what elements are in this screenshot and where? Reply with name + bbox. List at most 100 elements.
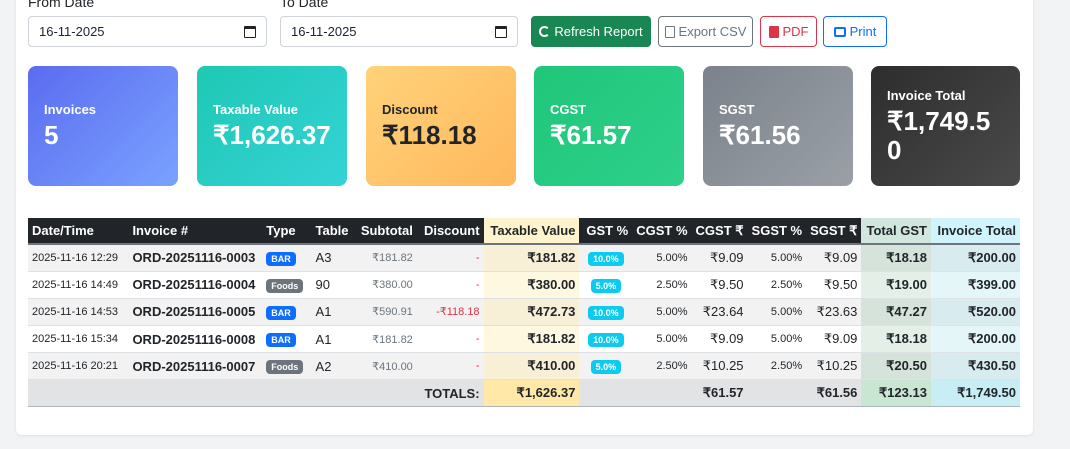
cell-gst: 5.0%: [579, 271, 633, 299]
cell-sgst: ₹9.50: [806, 271, 862, 299]
calendar-icon[interactable]: [495, 25, 507, 38]
pdf-button[interactable]: PDF: [760, 16, 817, 47]
totals-taxable: ₹1,626.37: [483, 379, 580, 408]
cell-invoice-total: ₹200.00: [930, 244, 1020, 272]
cell-invoice: ORD-20251116-0004: [128, 271, 263, 299]
cell-total-gst: ₹19.00: [861, 271, 931, 299]
table-row: 2025-11-16 14:53 ORD-20251116-0005 BAR A…: [28, 298, 1020, 327]
table-header-row: Date/Time Invoice # Type Table Subtotal …: [28, 218, 1020, 245]
type-badge: BAR: [266, 305, 296, 320]
cell-total-gst: ₹47.27: [861, 298, 931, 327]
to-date-input[interactable]: 16-11-2025: [280, 16, 518, 47]
cell-total-gst: ₹20.50: [861, 352, 931, 381]
cell-discount: -: [416, 244, 484, 272]
refresh-report-button[interactable]: Refresh Report: [531, 16, 651, 47]
cell-datetime: 2025-11-16 12:29: [28, 244, 129, 272]
summary-value: ₹118.18: [382, 120, 477, 151]
cell-cgst-pct: 5.00%: [632, 298, 692, 327]
cell-discount: -: [416, 325, 484, 354]
from-date-label: From Date: [28, 0, 95, 10]
cell-cgst-pct: 5.00%: [632, 325, 692, 354]
cell-invoice: ORD-20251116-0007: [128, 352, 263, 381]
print-button[interactable]: Print: [823, 16, 887, 47]
cell-table: A3: [311, 244, 357, 272]
from-date-input[interactable]: 16-11-2025: [28, 16, 267, 47]
export-csv-button[interactable]: Export CSV: [658, 16, 753, 47]
header-total-gst: Total GST: [861, 218, 931, 245]
cell-subtotal: ₹380.00: [356, 271, 417, 299]
summary-value: ₹1,626.37: [213, 120, 331, 151]
cell-cgst-pct: 2.50%: [632, 271, 692, 299]
cell-invoice-total: ₹200.00: [930, 325, 1020, 354]
cell-table: A2: [311, 352, 357, 381]
cell-sgst: ₹23.63: [806, 298, 862, 327]
cell-gst: 10.0%: [579, 298, 633, 327]
summary-value: 5: [44, 120, 59, 151]
cell-type: BAR: [262, 325, 312, 354]
cell-gst: 10.0%: [579, 325, 633, 354]
cell-table: 90: [311, 271, 357, 299]
print-label: Print: [849, 24, 877, 39]
cell-cgst: ₹9.09: [691, 244, 748, 272]
gst-badge: 10.0%: [588, 251, 624, 266]
header-table: Table: [311, 218, 357, 245]
cell-total-gst: ₹18.18: [861, 244, 931, 272]
gst-badge: 10.0%: [588, 333, 624, 348]
summary-value: ₹1,749.50: [887, 105, 991, 165]
to-date-value: 16-11-2025: [291, 24, 357, 39]
header-taxable-value: Taxable Value: [483, 218, 580, 245]
calendar-icon[interactable]: [244, 25, 256, 38]
type-badge: Foods: [266, 278, 304, 293]
cell-invoice-total: ₹399.00: [930, 271, 1020, 299]
cell-cgst: ₹9.50: [691, 271, 748, 299]
summary-tile-invoice-total: Invoice Total ₹1,749.50: [871, 66, 1020, 186]
cell-cgst-pct: 2.50%: [632, 352, 692, 381]
cell-sgst: ₹10.25: [806, 352, 862, 381]
summary-label: CGST: [550, 102, 587, 118]
summary-label: Discount: [382, 102, 438, 118]
file-csv-icon: [664, 25, 675, 38]
cell-type: BAR: [262, 244, 312, 272]
cell-discount: -: [416, 352, 484, 381]
cell-cgst: ₹10.25: [691, 352, 748, 381]
cell-cgst-pct: 5.00%: [632, 244, 692, 272]
gst-report-table: Date/Time Invoice # Type Table Subtotal …: [28, 218, 1020, 408]
cell-subtotal: ₹410.00: [356, 352, 417, 381]
summary-label: SGST: [719, 102, 755, 118]
summary-tile-taxable-value: Taxable Value ₹1,626.37: [197, 66, 347, 186]
cell-type: BAR: [262, 298, 312, 327]
cell-sgst-pct: 2.50%: [747, 271, 807, 299]
summary-label: Invoice Total: [887, 87, 966, 103]
header-type: Type: [262, 218, 312, 245]
cell-type: Foods: [262, 271, 312, 299]
cell-sgst-pct: 2.50%: [747, 352, 807, 381]
refresh-icon: [539, 26, 551, 37]
summary-tile-discount: Discount ₹118.18: [366, 66, 516, 186]
table-row: 2025-11-16 20:21 ORD-20251116-0007 Foods…: [28, 352, 1020, 381]
cell-table: A1: [311, 298, 357, 327]
header-sgst-pct: SGST %: [747, 218, 807, 245]
totals-sgst: ₹61.56: [747, 379, 862, 408]
header-gst-pct: GST %: [579, 218, 633, 245]
file-pdf-icon: [768, 25, 779, 38]
cell-invoice-total: ₹520.00: [930, 298, 1020, 327]
cell-taxable: ₹472.73: [483, 298, 580, 327]
gst-badge: 10.0%: [588, 305, 624, 320]
gst-badge: 5.0%: [590, 360, 622, 375]
header-invoice-total: Invoice Total: [930, 218, 1020, 245]
totals-total-gst: ₹123.13: [861, 379, 931, 408]
to-date-label: To Date: [280, 0, 329, 10]
table-row: 2025-11-16 12:29 ORD-20251116-0003 BAR A…: [28, 244, 1020, 272]
totals-label: TOTALS:: [28, 379, 484, 408]
cell-sgst-pct: 5.00%: [747, 244, 807, 272]
header-sgst-amt: SGST ₹: [806, 218, 862, 245]
summary-tile-sgst: SGST ₹61.56: [703, 66, 853, 186]
cell-discount: -₹118.18: [416, 298, 484, 327]
cell-taxable: ₹410.00: [483, 352, 580, 381]
refresh-report-label: Refresh Report: [554, 24, 643, 39]
cell-type: Foods: [262, 352, 312, 381]
cell-gst: 10.0%: [579, 244, 633, 272]
cell-sgst-pct: 5.00%: [747, 298, 807, 327]
cell-sgst: ₹9.09: [806, 325, 862, 354]
type-badge: Foods: [266, 360, 304, 375]
